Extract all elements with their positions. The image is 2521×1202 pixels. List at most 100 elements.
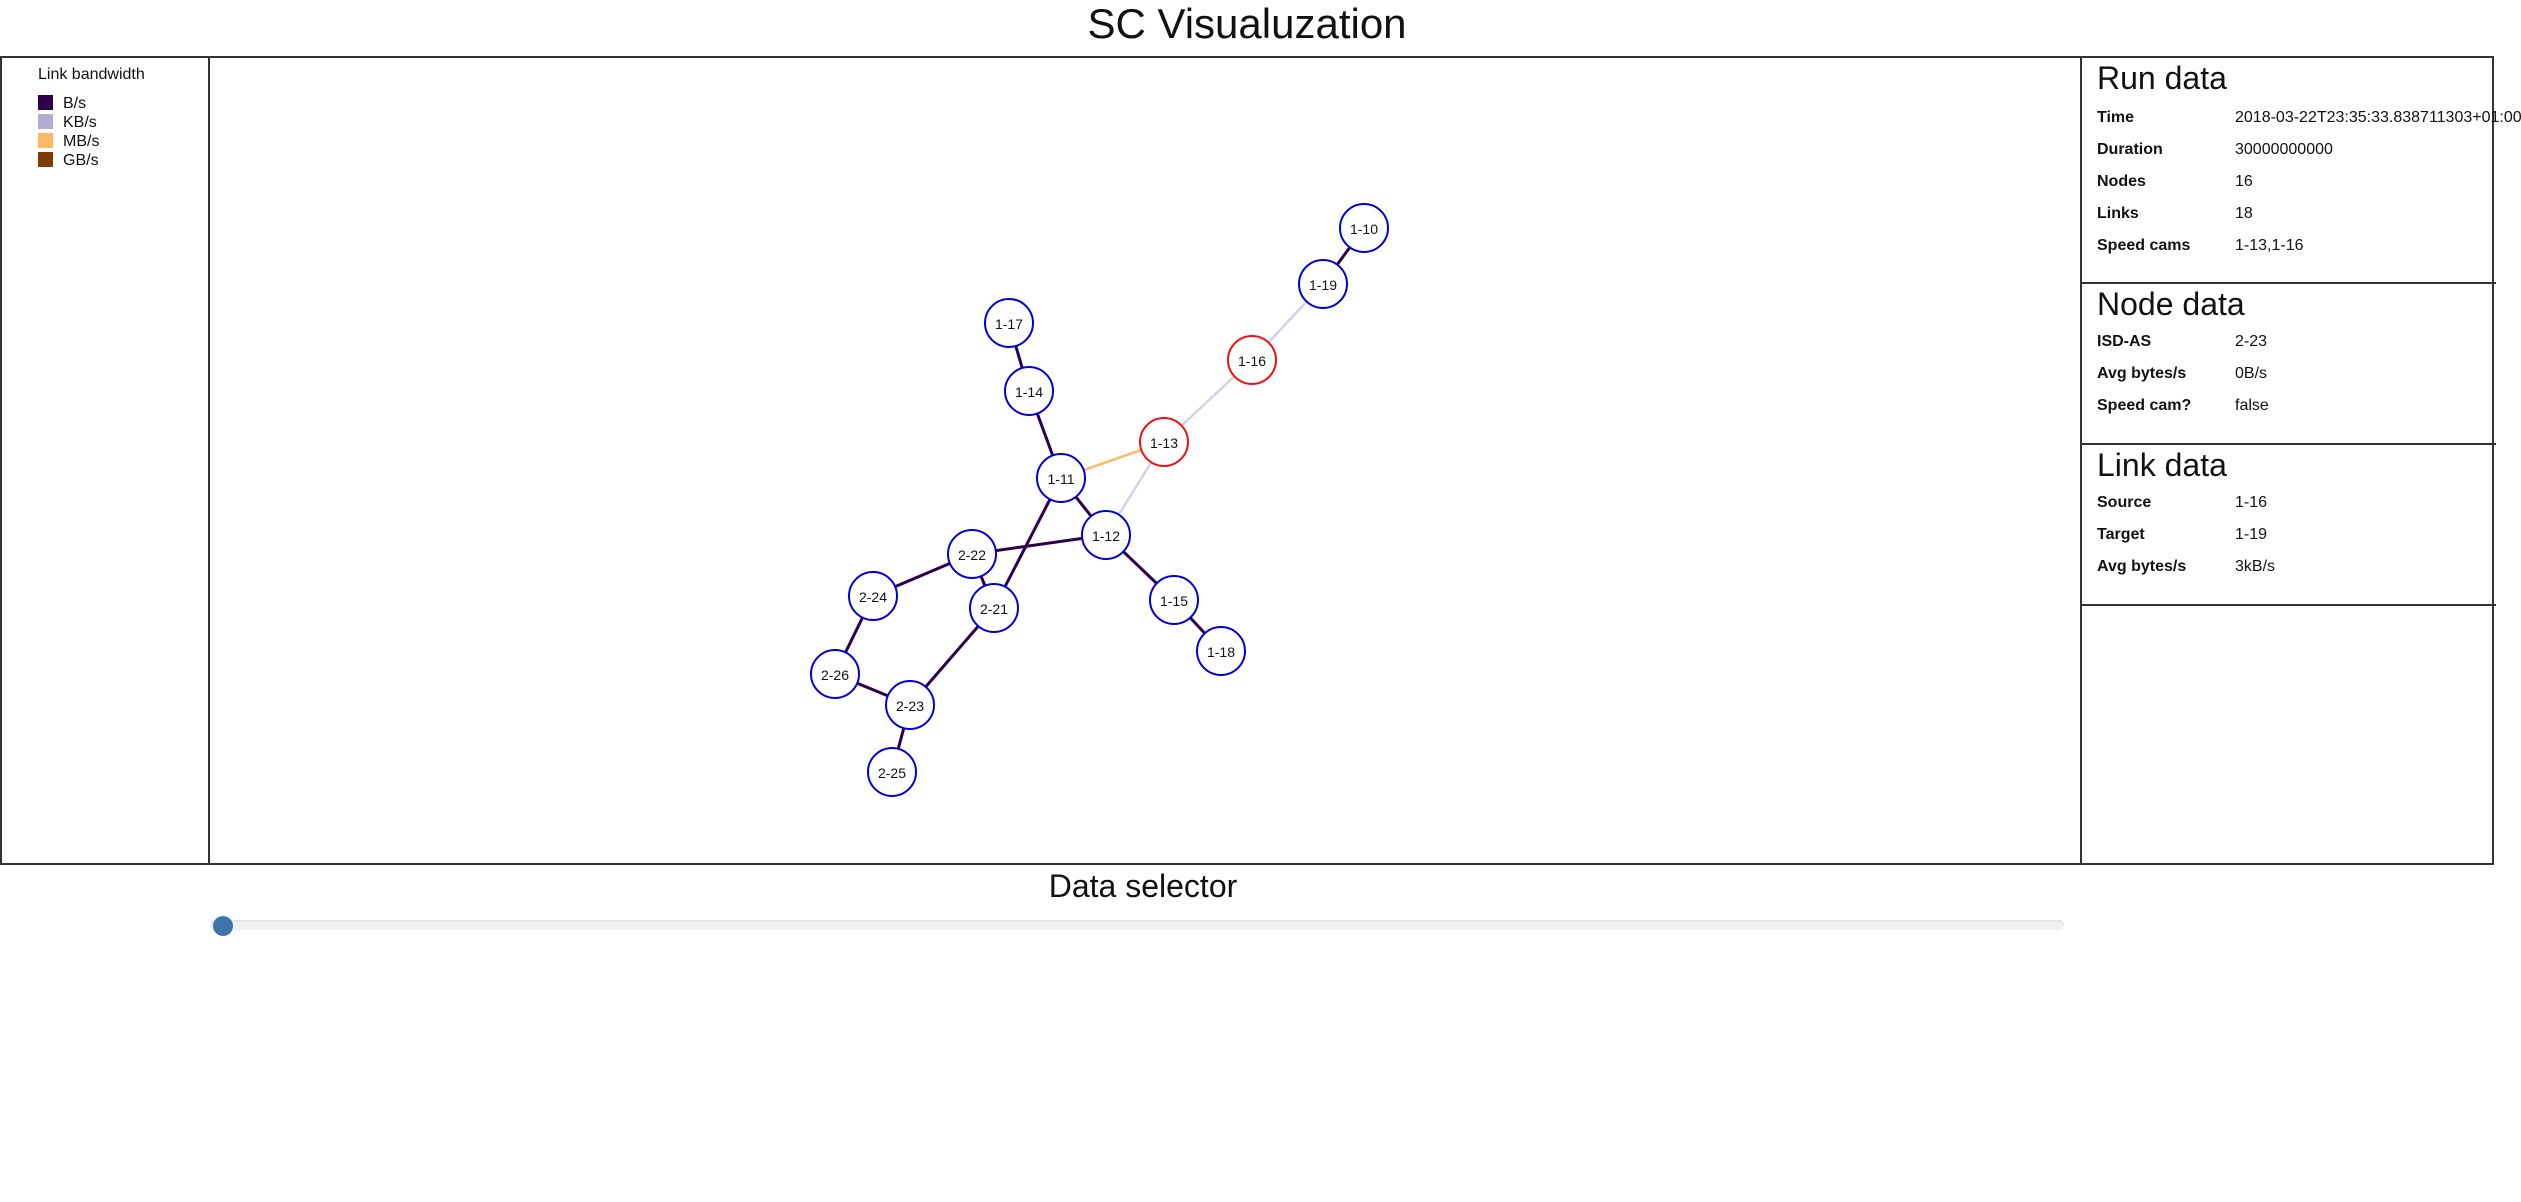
legend-item-mbps: MB/s (38, 133, 99, 151)
node-1-19[interactable]: 1-19 (1298, 259, 1348, 309)
info-label: Source (2097, 494, 2152, 511)
node-circle[interactable] (1004, 366, 1054, 416)
link-data-row-avg-bytes: Avg bytes/s 3kB/s (2097, 556, 2275, 578)
node-circle[interactable] (848, 571, 898, 621)
node-circle[interactable] (1339, 203, 1389, 253)
node-1-15[interactable]: 1-15 (1149, 575, 1199, 625)
node-1-10[interactable]: 1-10 (1339, 203, 1389, 253)
network-graph[interactable]: 1-10 1-19 1-16 1-13 1-17 1-14 1-11 1-12 2-22 2-24… (210, 58, 2080, 863)
node-1-18[interactable]: 1-18 (1196, 626, 1246, 676)
node-2-22[interactable]: 2-22 (947, 529, 997, 579)
data-selector-slider-track[interactable] (210, 920, 2064, 930)
node-label: 1-19 (1309, 277, 1337, 293)
node-2-26[interactable]: 2-26 (810, 649, 860, 699)
data-selector-title: Data selector (1048, 868, 1238, 904)
node-2-25[interactable]: 2-25 (867, 747, 917, 797)
link-data-heading: Link data (2097, 447, 2227, 483)
node-label: 1-13 (1150, 435, 1178, 451)
node-circle[interactable] (969, 583, 1019, 633)
link-data-section: Link data Source 1-16 Target 1-19 Avg byte… (2082, 445, 2496, 606)
legend-swatch (38, 152, 53, 167)
node-label: 1-12 (1092, 528, 1120, 544)
node-label: 1-18 (1207, 644, 1235, 660)
legend-item-bps: B/s (38, 95, 86, 113)
node-data-section: Node data ISD-AS 2-23 Avg bytes/s 0B/s Spe… (2082, 284, 2496, 445)
node-circle[interactable] (1196, 626, 1246, 676)
info-label: Duration (2097, 141, 2163, 158)
node-circle[interactable] (984, 298, 1034, 348)
info-panel: Run data Time 2018-03-22T23:35:33.8387113… (2080, 58, 2521, 863)
info-label: ISD-AS (2097, 333, 2152, 350)
info-value: 1-19 (2235, 526, 2268, 543)
run-data-row-links: Links 18 (2097, 203, 2253, 225)
node-label: 1-17 (995, 316, 1023, 332)
info-value: false (2235, 397, 2269, 414)
legend-panel: Link bandwidth B/s KB/s MB/s GB/s (2, 58, 210, 863)
node-label: 2-25 (878, 765, 906, 781)
legend-item-kbps: KB/s (38, 114, 97, 132)
run-data-row-time: Time 2018-03-22T23:35:33.838711303+01:00 (2097, 107, 2521, 129)
node-circle[interactable] (1227, 335, 1277, 385)
node-label: 2-24 (859, 589, 887, 605)
node-circle[interactable] (885, 680, 935, 730)
node-label: 1-14 (1015, 384, 1043, 400)
node-circle[interactable] (1139, 417, 1189, 467)
info-value: 3kB/s (2235, 558, 2276, 575)
info-value: 16 (2235, 173, 2253, 190)
node-label: 2-23 (896, 698, 924, 714)
node-data-row-speed-cam: Speed cam? false (2097, 395, 2269, 417)
network-graph-canvas[interactable]: 1-10 1-19 1-16 1-13 1-17 1-14 1-11 1-12 2-22 2-24… (210, 58, 2080, 863)
node-circle[interactable] (867, 747, 917, 797)
nodes-layer: 1-10 1-19 1-16 1-13 1-17 1-14 1-11 1-12 2-22 2-24… (810, 203, 1389, 797)
node-1-17[interactable]: 1-17 (984, 298, 1034, 348)
node-circle[interactable] (1036, 453, 1086, 503)
node-label: 1-16 (1238, 353, 1266, 369)
legend-title: Link bandwidth (38, 66, 145, 83)
legend-swatch (38, 133, 53, 148)
info-value: 1-13,1-16 (2235, 237, 2304, 254)
node-data-row-isd-as: ISD-AS 2-23 (2097, 331, 2267, 353)
node-1-16[interactable]: 1-16 (1227, 335, 1277, 385)
info-value: 2-23 (2235, 333, 2268, 350)
node-circle[interactable] (1149, 575, 1199, 625)
node-label: 2-21 (980, 601, 1008, 617)
legend-item-label: GB/s (63, 152, 99, 169)
node-circle[interactable] (1298, 259, 1348, 309)
legend-item-label: MB/s (63, 133, 100, 150)
info-label: Avg bytes/s (2097, 365, 2187, 382)
run-data-row-duration: Duration 30000000000 (2097, 139, 2333, 161)
legend-item-label: B/s (63, 95, 87, 112)
node-data-heading: Node data (2097, 286, 2245, 322)
run-data-row-nodes: Nodes 16 (2097, 171, 2253, 193)
node-circle[interactable] (810, 649, 860, 699)
main-frame: Link bandwidth B/s KB/s MB/s GB/s 1-10 1-… (0, 56, 2521, 865)
info-value: 18 (2235, 205, 2253, 222)
node-2-24[interactable]: 2-24 (848, 571, 898, 621)
info-label: Time (2097, 109, 2135, 126)
node-circle[interactable] (1081, 510, 1131, 560)
info-value: 30000000000 (2235, 141, 2333, 158)
info-label: Target (2097, 526, 2145, 543)
info-value: 2018-03-22T23:35:33.838711303+01:00 (2235, 109, 2521, 126)
info-label: Speed cam? (2097, 397, 2192, 414)
legend-swatch (38, 114, 53, 129)
node-1-12[interactable]: 1-12 (1081, 510, 1131, 560)
node-1-14[interactable]: 1-14 (1004, 366, 1054, 416)
info-value: 0B/s (2235, 365, 2268, 382)
legend-item-label: KB/s (63, 114, 97, 131)
node-label: 2-26 (821, 667, 849, 683)
node-label: 1-15 (1160, 593, 1188, 609)
node-1-11[interactable]: 1-11 (1036, 453, 1086, 503)
node-2-23[interactable]: 2-23 (885, 680, 935, 730)
run-data-row-speed-cams: Speed cams 1-13,1-16 (2097, 235, 2304, 257)
node-label: 1-11 (1048, 471, 1075, 487)
legend-swatch (38, 95, 53, 110)
data-selector-slider-handle[interactable] (213, 916, 233, 936)
node-label: 2-22 (958, 547, 986, 563)
run-data-heading: Run data (2097, 60, 2227, 96)
legend-item-gbps: GB/s (38, 152, 99, 170)
node-1-13[interactable]: 1-13 (1139, 417, 1189, 467)
node-circle[interactable] (947, 529, 997, 579)
node-2-21[interactable]: 2-21 (969, 583, 1019, 633)
info-label: Nodes (2097, 173, 2146, 190)
